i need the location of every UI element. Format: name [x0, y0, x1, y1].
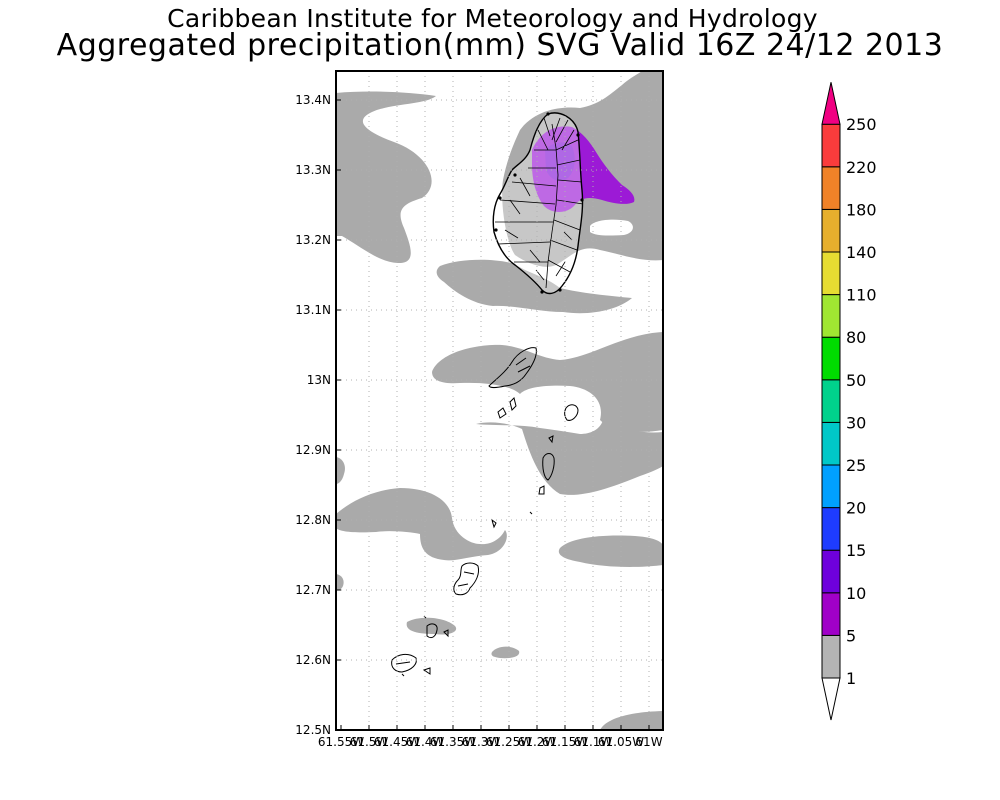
precip-hole: [590, 219, 633, 236]
latitude-label: 13.3N: [295, 163, 331, 177]
island-st-vincent: [492, 112, 584, 295]
colorbar-label: 80: [846, 328, 866, 347]
colorbar-segment: [821, 294, 841, 338]
precip-area-west: [336, 457, 346, 484]
header-institution: Caribbean Institute for Meteorology and …: [167, 4, 818, 33]
colorbar-segment: [821, 634, 841, 679]
map-area: [336, 71, 663, 730]
colorbar-label: 50: [846, 371, 866, 390]
colorbar-label: 5: [846, 626, 856, 645]
longitude-label: 61.35W: [430, 735, 476, 749]
colorbar-segment: [821, 549, 841, 594]
colorbar-segment: [821, 592, 841, 636]
longitude-label: 61.4W: [406, 735, 445, 749]
precip-area-se: [558, 535, 663, 567]
latitude-labels: 13.4N 13.3N 13.2N 13.1N 13N 12.9N 12.8N 12.7N 12…: [295, 93, 331, 737]
precip-area-bottom: [600, 711, 663, 730]
colorbar-segment: [821, 421, 841, 466]
precip-area-south: [406, 617, 457, 635]
longitude-label: 61.5W: [350, 735, 389, 749]
precip-area-small: [491, 646, 520, 659]
colorbar-segment: [821, 208, 841, 253]
latitude-label: 12.5N: [295, 723, 331, 737]
colorbar-segment: [821, 123, 841, 168]
longitude-label: 61.05W: [598, 735, 644, 749]
colorbar-segment: [821, 251, 841, 296]
longitude-label: 61.55W: [318, 735, 364, 749]
longitude-label: 61.45W: [374, 735, 420, 749]
colorbar-label: 180: [846, 200, 877, 219]
latitude-label: 12.6N: [295, 653, 331, 667]
latitude-label: 13.2N: [295, 233, 331, 247]
latitude-label: 12.7N: [295, 583, 331, 597]
longitude-label: 61.2W: [518, 735, 557, 749]
colorbar-segment: [821, 336, 841, 381]
precip-medium-core: [545, 142, 575, 181]
longitude-label: 61.1W: [574, 735, 613, 749]
longitude-label: 61.3W: [462, 735, 501, 749]
latitude-label: 12.9N: [295, 443, 331, 457]
precip-area-nw: [336, 91, 436, 264]
colorbar-segment: [821, 507, 841, 551]
longitude-labels: 61.55W61.5W61.45W61.4W61.35W61.3W61.25W6…: [318, 735, 663, 749]
longitude-label: 61.15W: [542, 735, 588, 749]
colorbar-bottom-arrow: [821, 677, 841, 721]
axis-ticks: [336, 99, 650, 731]
longitude-label: 61.25W: [486, 735, 532, 749]
colorbar-label: 15: [846, 541, 866, 560]
longitude-label: 61W: [635, 735, 662, 749]
latitude-label: 12.8N: [295, 513, 331, 527]
colorbar-label: 30: [846, 413, 866, 432]
colorbar-label: 140: [846, 243, 877, 262]
precip-area-streak: [476, 420, 663, 495]
latitude-label: 13N: [307, 373, 331, 387]
colorbar-label: 10: [846, 584, 866, 603]
latitude-label: 13.4N: [295, 93, 331, 107]
header-map-title: Aggregated precipitation(mm) SVG Valid 1…: [56, 28, 944, 63]
colorbar-segment: [821, 166, 841, 210]
colorbar-label: 220: [846, 158, 877, 177]
colorbar-top-arrow: [821, 82, 841, 125]
precip-area-east: [432, 332, 663, 432]
colorbar-segment: [821, 464, 841, 509]
latitude-label: 13.1N: [295, 303, 331, 317]
map-frame: [335, 70, 664, 731]
colorbar-label: 1: [846, 669, 856, 688]
colorbar-label: 110: [846, 286, 877, 305]
colorbar-label: 25: [846, 456, 866, 475]
precip-area-sw: [336, 488, 507, 561]
colorbar-label: 250: [846, 115, 877, 134]
precip-area-center: [436, 259, 632, 314]
islands-grenadines: [391, 347, 579, 677]
precip-area-left-edge: [336, 574, 344, 591]
precip-colorbar: [821, 82, 841, 721]
colorbar-segment: [821, 379, 841, 423]
colorbar-label: 20: [846, 499, 866, 518]
